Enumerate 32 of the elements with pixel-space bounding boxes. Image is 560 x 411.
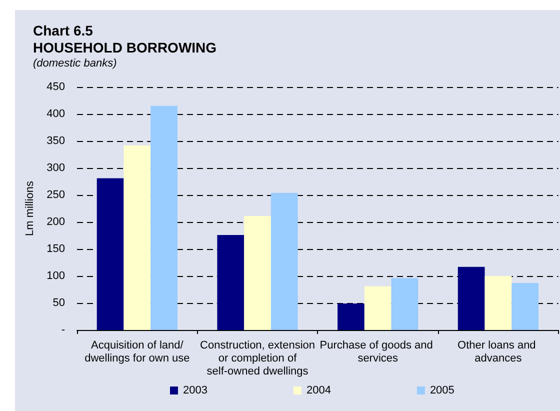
bar	[364, 286, 392, 330]
x-tick-label: Acquisition of land/dwellings for own use	[84, 340, 190, 364]
y-tick-label: 350	[46, 135, 65, 147]
y-tick-label: 50	[52, 297, 65, 309]
chart-title: Chart 6.5 HOUSEHOLD BORROWING	[33, 22, 217, 56]
bar	[270, 192, 298, 330]
y-tick-label: 450	[46, 81, 65, 93]
x-tick-label: Construction, extension or completion of self-owned dwellings	[200, 340, 315, 378]
bar	[458, 266, 485, 330]
chart-subtitle: (domestic banks)	[33, 58, 118, 70]
y-tick-label: 250	[46, 189, 65, 201]
bar	[150, 106, 178, 330]
legend-label: 2005	[430, 384, 454, 396]
y-tick-label: 100	[46, 270, 65, 282]
legend-label: 2004	[306, 384, 331, 396]
y-tick-label: 150	[46, 243, 65, 255]
bar	[244, 216, 271, 330]
y-tick-label: 400	[46, 108, 65, 120]
bar	[338, 304, 364, 330]
bar	[484, 276, 512, 330]
y-tick-label: -	[61, 324, 66, 336]
x-tick-label: Other loans and advances	[458, 340, 539, 364]
bar	[124, 145, 151, 330]
bar	[512, 283, 539, 330]
legend-label: 2003	[183, 384, 208, 396]
x-tick-label: Purchase of goods and services	[320, 340, 436, 364]
y-tick-label: 200	[46, 216, 65, 228]
y-tick-label: 300	[46, 162, 65, 174]
y-axis-title: Lm millions	[24, 180, 36, 236]
bar	[391, 278, 418, 330]
bar	[96, 178, 124, 330]
bar	[217, 234, 244, 330]
